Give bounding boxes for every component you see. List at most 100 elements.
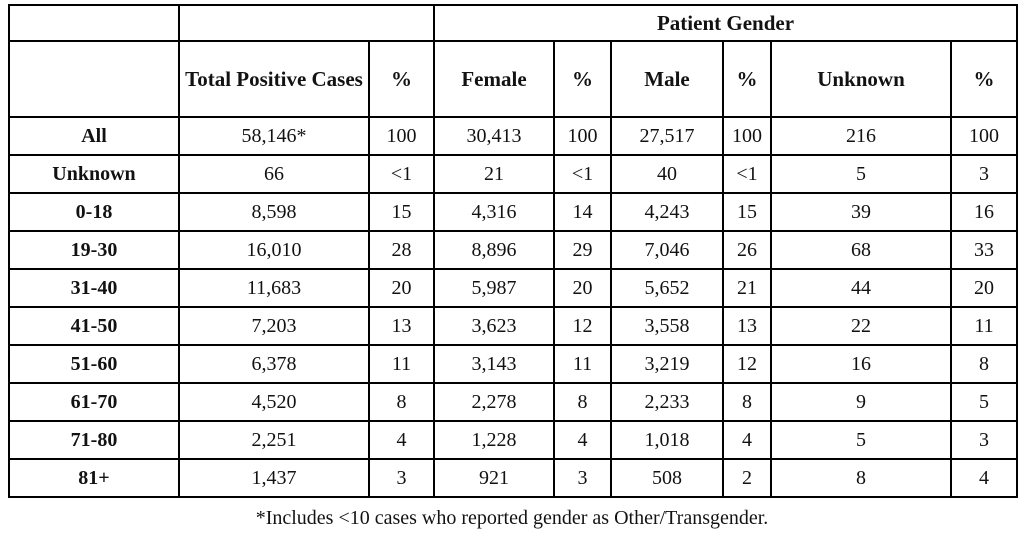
cell-female-pct: 14 bbox=[553, 192, 612, 232]
cell-male-pct: 13 bbox=[722, 306, 772, 346]
cell-unknown-gender: 5 bbox=[770, 420, 952, 460]
cell-total-pct: 28 bbox=[368, 230, 435, 270]
cell-unknown-pct: 16 bbox=[950, 192, 1018, 232]
cell-female-pct: 8 bbox=[553, 382, 612, 422]
cell-total-cases: 2,251 bbox=[178, 420, 370, 460]
cell-total-pct: 11 bbox=[368, 344, 435, 384]
footnote: *Includes <10 cases who reported gender … bbox=[255, 507, 769, 529]
table-row: 0-18 8,598 15 4,316 14 4,243 15 39 16 bbox=[8, 192, 1018, 232]
page: Patient Gender Total Positive Cases % Fe… bbox=[8, 4, 1018, 529]
cell-female: 2,278 bbox=[433, 382, 555, 422]
cell-total-cases: 11,683 bbox=[178, 268, 370, 308]
cell-unknown-pct: 3 bbox=[950, 154, 1018, 194]
cell-total-pct: 8 bbox=[368, 382, 435, 422]
group-header-row: Patient Gender bbox=[8, 4, 1018, 42]
table-row: 51-60 6,378 11 3,143 11 3,219 12 16 8 bbox=[8, 344, 1018, 384]
col-header-total-pct: % bbox=[368, 40, 435, 118]
cell-female: 3,143 bbox=[433, 344, 555, 384]
cell-male-pct: 4 bbox=[722, 420, 772, 460]
cell-female-pct: 100 bbox=[553, 116, 612, 156]
cell-male-pct: 100 bbox=[722, 116, 772, 156]
cell-female: 21 bbox=[433, 154, 555, 194]
cell-female: 30,413 bbox=[433, 116, 555, 156]
cell-total-pct: 3 bbox=[368, 458, 435, 498]
cell-male-pct: 15 bbox=[722, 192, 772, 232]
cell-male: 27,517 bbox=[610, 116, 724, 156]
cell-female-pct: 12 bbox=[553, 306, 612, 346]
cell-female: 1,228 bbox=[433, 420, 555, 460]
row-label-age-group: 71-80 bbox=[8, 420, 180, 460]
cell-female: 3,623 bbox=[433, 306, 555, 346]
cell-total-pct: <1 bbox=[368, 154, 435, 194]
cell-total-cases: 8,598 bbox=[178, 192, 370, 232]
table-body: All 58,146* 100 30,413 100 27,517 100 216 100 Unk… bbox=[8, 116, 1018, 498]
col-header-female: Female bbox=[433, 40, 555, 118]
cell-total-pct: 13 bbox=[368, 306, 435, 346]
row-label-age-group: 81+ bbox=[8, 458, 180, 498]
cell-total-pct: 20 bbox=[368, 268, 435, 308]
cell-female: 5,987 bbox=[433, 268, 555, 308]
row-label-age-group: Unknown bbox=[8, 154, 180, 194]
cell-male: 4,243 bbox=[610, 192, 724, 232]
cell-unknown-gender: 44 bbox=[770, 268, 952, 308]
row-label-column-header bbox=[8, 40, 180, 118]
cell-male: 5,652 bbox=[610, 268, 724, 308]
cell-male-pct: 12 bbox=[722, 344, 772, 384]
cell-unknown-pct: 8 bbox=[950, 344, 1018, 384]
cell-female-pct: 11 bbox=[553, 344, 612, 384]
corner-cell bbox=[8, 4, 180, 42]
cell-male: 3,219 bbox=[610, 344, 724, 384]
cell-unknown-gender: 5 bbox=[770, 154, 952, 194]
table-row: 61-70 4,520 8 2,278 8 2,233 8 9 5 bbox=[8, 382, 1018, 422]
col-header-male: Male bbox=[610, 40, 724, 118]
cell-unknown-pct: 20 bbox=[950, 268, 1018, 308]
cell-total-pct: 15 bbox=[368, 192, 435, 232]
col-header-total-cases: Total Positive Cases bbox=[178, 40, 370, 118]
cell-female-pct: 29 bbox=[553, 230, 612, 270]
cell-total-cases: 16,010 bbox=[178, 230, 370, 270]
cell-total-pct: 4 bbox=[368, 420, 435, 460]
cell-male-pct: 21 bbox=[722, 268, 772, 308]
table-row: All 58,146* 100 30,413 100 27,517 100 216 100 bbox=[8, 116, 1018, 156]
column-header-row: Total Positive Cases % Female % Male % U… bbox=[8, 40, 1018, 118]
col-header-female-pct: % bbox=[553, 40, 612, 118]
row-label-age-group: 0-18 bbox=[8, 192, 180, 232]
cell-total-cases: 1,437 bbox=[178, 458, 370, 498]
total-cases-group-cell bbox=[178, 4, 435, 42]
cell-total-cases: 7,203 bbox=[178, 306, 370, 346]
cell-unknown-pct: 4 bbox=[950, 458, 1018, 498]
table-row: Unknown 66 <1 21 <1 40 <1 5 3 bbox=[8, 154, 1018, 194]
cell-female-pct: 4 bbox=[553, 420, 612, 460]
cell-female-pct: 3 bbox=[553, 458, 612, 498]
cell-male: 7,046 bbox=[610, 230, 724, 270]
cell-unknown-gender: 216 bbox=[770, 116, 952, 156]
cell-female-pct: <1 bbox=[553, 154, 612, 194]
cell-unknown-pct: 5 bbox=[950, 382, 1018, 422]
row-label-age-group: 61-70 bbox=[8, 382, 180, 422]
table-row: 41-50 7,203 13 3,623 12 3,558 13 22 11 bbox=[8, 306, 1018, 346]
cell-unknown-pct: 100 bbox=[950, 116, 1018, 156]
cell-female-pct: 20 bbox=[553, 268, 612, 308]
cell-male: 508 bbox=[610, 458, 724, 498]
cell-unknown-gender: 8 bbox=[770, 458, 952, 498]
cell-total-cases: 4,520 bbox=[178, 382, 370, 422]
cell-male-pct: 8 bbox=[722, 382, 772, 422]
cell-unknown-pct: 3 bbox=[950, 420, 1018, 460]
patient-gender-header-cell: Patient Gender bbox=[433, 4, 1018, 42]
cell-female: 921 bbox=[433, 458, 555, 498]
cell-male: 1,018 bbox=[610, 420, 724, 460]
cell-female: 8,896 bbox=[433, 230, 555, 270]
col-header-unknown: Unknown bbox=[770, 40, 952, 118]
cell-female: 4,316 bbox=[433, 192, 555, 232]
cell-unknown-gender: 22 bbox=[770, 306, 952, 346]
cell-unknown-pct: 11 bbox=[950, 306, 1018, 346]
cell-male-pct: 26 bbox=[722, 230, 772, 270]
col-header-male-pct: % bbox=[722, 40, 772, 118]
row-label-age-group: All bbox=[8, 116, 180, 156]
row-label-age-group: 19-30 bbox=[8, 230, 180, 270]
positive-cases-by-age-gender-table: Patient Gender Total Positive Cases % Fe… bbox=[8, 4, 1018, 498]
cell-male: 3,558 bbox=[610, 306, 724, 346]
cell-male: 40 bbox=[610, 154, 724, 194]
table-row: 71-80 2,251 4 1,228 4 1,018 4 5 3 bbox=[8, 420, 1018, 460]
col-header-unknown-pct: % bbox=[950, 40, 1018, 118]
